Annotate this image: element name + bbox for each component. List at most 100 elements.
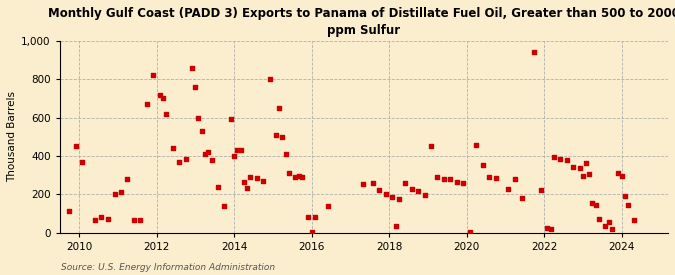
Point xyxy=(358,182,369,186)
Point xyxy=(406,187,417,192)
Point xyxy=(503,187,514,192)
Point xyxy=(232,148,242,152)
Point xyxy=(381,192,392,196)
Point xyxy=(425,144,436,148)
Point xyxy=(219,204,230,208)
Point xyxy=(193,115,204,120)
Point xyxy=(280,152,291,156)
Point xyxy=(206,158,217,162)
Point xyxy=(251,176,262,180)
Point xyxy=(115,190,126,194)
Point xyxy=(394,197,404,201)
Point xyxy=(200,152,211,156)
Point xyxy=(242,186,252,191)
Y-axis label: Thousand Barrels: Thousand Barrels xyxy=(7,91,17,182)
Point xyxy=(613,171,624,175)
Point xyxy=(390,224,401,228)
Point xyxy=(309,215,320,219)
Point xyxy=(103,217,113,221)
Point xyxy=(277,134,288,139)
Point xyxy=(70,144,81,148)
Point xyxy=(483,175,494,179)
Point xyxy=(594,217,605,221)
Point xyxy=(603,220,614,224)
Point xyxy=(367,180,378,185)
Point xyxy=(600,224,611,228)
Point xyxy=(158,96,169,101)
Point xyxy=(129,218,140,222)
Point xyxy=(561,158,572,162)
Point xyxy=(619,194,630,198)
Point xyxy=(142,102,153,106)
Point xyxy=(96,215,107,219)
Point xyxy=(419,193,430,197)
Point xyxy=(374,188,385,192)
Point xyxy=(306,229,317,234)
Point xyxy=(64,209,75,214)
Point xyxy=(122,177,133,181)
Point xyxy=(545,227,556,231)
Point xyxy=(265,77,275,81)
Point xyxy=(323,204,333,208)
Point xyxy=(629,218,640,222)
Point xyxy=(148,73,159,78)
Point xyxy=(616,174,627,178)
Point xyxy=(167,146,178,150)
Point xyxy=(590,203,601,207)
Point xyxy=(245,175,256,179)
Point xyxy=(464,229,475,234)
Point xyxy=(606,227,617,231)
Point xyxy=(271,133,281,137)
Point xyxy=(196,129,207,133)
Point xyxy=(439,177,450,181)
Point xyxy=(180,156,191,161)
Point xyxy=(412,189,423,194)
Point xyxy=(548,155,559,159)
Point xyxy=(235,148,246,152)
Title: Monthly Gulf Coast (PADD 3) Exports to Panama of Distillate Fuel Oil, Greater th: Monthly Gulf Coast (PADD 3) Exports to P… xyxy=(48,7,675,37)
Point xyxy=(529,50,540,54)
Point xyxy=(284,171,294,175)
Point xyxy=(580,160,591,165)
Point xyxy=(400,180,410,185)
Point xyxy=(542,226,553,230)
Point xyxy=(471,143,482,147)
Point xyxy=(173,160,184,164)
Point xyxy=(510,177,520,181)
Point xyxy=(229,154,240,158)
Point xyxy=(568,165,578,170)
Point xyxy=(258,178,269,183)
Point xyxy=(187,65,198,70)
Point xyxy=(555,156,566,161)
Point xyxy=(516,196,527,200)
Point xyxy=(90,218,101,222)
Point xyxy=(303,215,314,219)
Point xyxy=(296,175,307,179)
Point xyxy=(202,150,213,154)
Point xyxy=(225,117,236,122)
Point xyxy=(452,180,462,184)
Point xyxy=(535,188,546,192)
Point xyxy=(154,92,165,97)
Point xyxy=(294,174,304,178)
Point xyxy=(387,195,398,199)
Point xyxy=(445,177,456,181)
Point xyxy=(238,180,249,184)
Point xyxy=(77,160,88,164)
Point xyxy=(577,174,588,178)
Point xyxy=(135,218,146,222)
Point xyxy=(587,201,598,205)
Point xyxy=(213,184,223,189)
Point xyxy=(458,180,469,185)
Point xyxy=(574,166,585,170)
Point xyxy=(290,175,300,179)
Point xyxy=(274,106,285,110)
Text: Source: U.S. Energy Information Administration: Source: U.S. Energy Information Administ… xyxy=(61,263,275,272)
Point xyxy=(477,163,488,168)
Point xyxy=(109,192,120,196)
Point xyxy=(161,111,171,116)
Point xyxy=(584,172,595,176)
Point xyxy=(190,85,200,89)
Point xyxy=(490,176,501,180)
Point xyxy=(623,203,634,207)
